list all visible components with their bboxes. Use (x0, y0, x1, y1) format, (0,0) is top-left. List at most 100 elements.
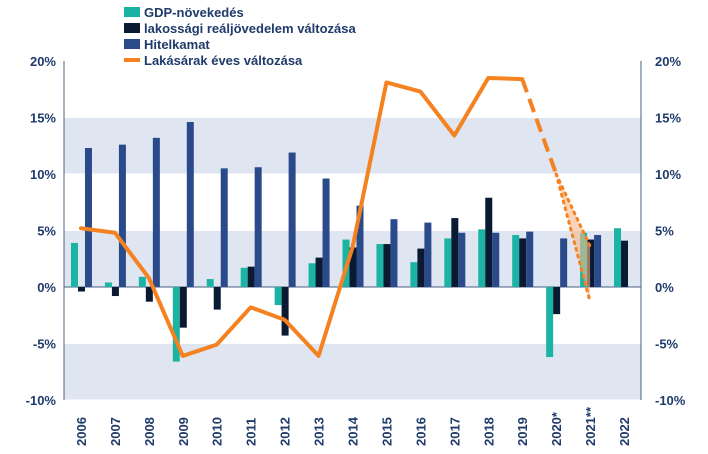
bar-rate (84, 148, 92, 287)
bar-rate (526, 231, 534, 287)
x-tick-label: 2016 (413, 417, 428, 446)
bar-gdp (512, 235, 520, 287)
bar-gdp (614, 228, 622, 287)
bar-rate (322, 178, 330, 287)
x-tick-label: 2008 (142, 417, 157, 446)
y-tick-label-left: -10% (26, 393, 57, 408)
x-tick-label: 2009 (176, 417, 191, 446)
bar-gdp (376, 244, 384, 287)
bar-rate (424, 222, 432, 287)
bar-income (621, 240, 629, 287)
bar-gdp (308, 263, 316, 287)
bar-gdp (546, 287, 554, 358)
y-tick-label-left: 5% (37, 224, 56, 239)
bar-income (519, 238, 527, 287)
bar-income (485, 197, 493, 287)
bar-rate (152, 137, 160, 287)
bar-income (417, 248, 425, 287)
bar-gdp (410, 262, 418, 287)
y-tick-label-right: -5% (655, 337, 679, 352)
bar-rate (288, 152, 296, 287)
bar-gdp (104, 282, 112, 287)
legend-label-house: Lakásárak éves változása (144, 52, 303, 68)
bar-income (247, 266, 255, 287)
legend-label-gdp: GDP-növekedés (144, 4, 244, 20)
legend-swatch-gdp (124, 7, 140, 17)
bar-income (553, 287, 561, 315)
x-tick-label: 2020* (549, 411, 564, 446)
x-tick-label: 2007 (108, 417, 123, 446)
grid-band (64, 174, 641, 231)
x-tick-label: 2021** (583, 406, 598, 446)
y-tick-label-right: 15% (655, 111, 681, 126)
x-tick-label: 2010 (210, 417, 225, 446)
y-tick-label-right: 0% (655, 280, 674, 295)
bar-income (587, 239, 595, 287)
legend: GDP-növekedés lakossági reáljövedelem vá… (124, 4, 356, 68)
x-tick-label: 2022 (617, 417, 632, 446)
bar-rate (390, 219, 398, 287)
x-tick-label: 2019 (515, 417, 530, 446)
x-tick-label: 2017 (447, 417, 462, 446)
bar-gdp (274, 287, 282, 306)
bar-income (111, 287, 119, 297)
line-house-prices-projection-dashed (520, 78, 559, 175)
bar-income (451, 218, 459, 287)
y-tick-label-right: 5% (655, 224, 674, 239)
legend-label-income: lakossági reáljövedelem változása (144, 20, 356, 36)
bar-rate (492, 232, 500, 287)
bar-rate (560, 238, 568, 287)
bar-rate (186, 122, 194, 288)
y-tick-label-right: 10% (655, 167, 681, 182)
bar-gdp (70, 242, 78, 287)
y-tick-label-left: 10% (30, 167, 56, 182)
line-house-prices-projection-high (554, 172, 592, 248)
bar-income (77, 287, 85, 292)
line-house-prices (78, 75, 525, 358)
y-tick-label-right: 20% (655, 54, 681, 69)
bar-income (383, 244, 391, 287)
grid-band (64, 343, 641, 400)
y-tick-label-left: -5% (33, 337, 57, 352)
bar-income (281, 287, 289, 336)
line-house-prices-projection-low (554, 172, 592, 304)
bar-gdp (138, 276, 146, 287)
bar-gdp (444, 238, 452, 287)
x-tick-label: 2011 (244, 418, 259, 446)
legend-item-rate: Hitelkamat (124, 36, 356, 52)
legend-swatch-rate (124, 39, 140, 49)
legend-label-rate: Hitelkamat (144, 36, 210, 52)
x-tick-label: 2013 (312, 417, 327, 446)
bar-rate (356, 205, 364, 287)
y-tick-label-left: 15% (30, 111, 56, 126)
bar-income (213, 287, 221, 310)
y-tick-label-right: -10% (655, 393, 686, 408)
bar-income (179, 287, 187, 328)
bar-gdp (478, 229, 486, 287)
x-tick-label: 2015 (379, 417, 394, 446)
bar-income (349, 247, 357, 287)
bar-gdp (172, 287, 180, 362)
legend-item-gdp: GDP-növekedés (124, 4, 356, 20)
bar-rate (118, 144, 126, 287)
x-tick-label: 2014 (346, 416, 361, 446)
x-tick-label: 2018 (481, 417, 496, 446)
bar-rate (220, 168, 228, 287)
bar-income (145, 287, 153, 302)
bar-rate (594, 235, 602, 287)
bar-rate (254, 167, 262, 287)
grid-band (64, 61, 641, 118)
legend-swatch-income (124, 23, 140, 33)
grid-band (64, 287, 641, 344)
x-tick-label: 2012 (278, 417, 293, 446)
legend-item-house: Lakásárak éves változása (124, 52, 356, 68)
bar-gdp (206, 279, 214, 287)
y-tick-label-left: 20% (30, 54, 56, 69)
legend-item-income: lakossági reáljövedelem változása (124, 20, 356, 36)
bar-income (315, 257, 323, 287)
bar-rate (458, 232, 466, 287)
bar-gdp (240, 267, 248, 287)
y-tick-label-left: 0% (37, 280, 56, 295)
legend-swatch-house (124, 58, 140, 62)
